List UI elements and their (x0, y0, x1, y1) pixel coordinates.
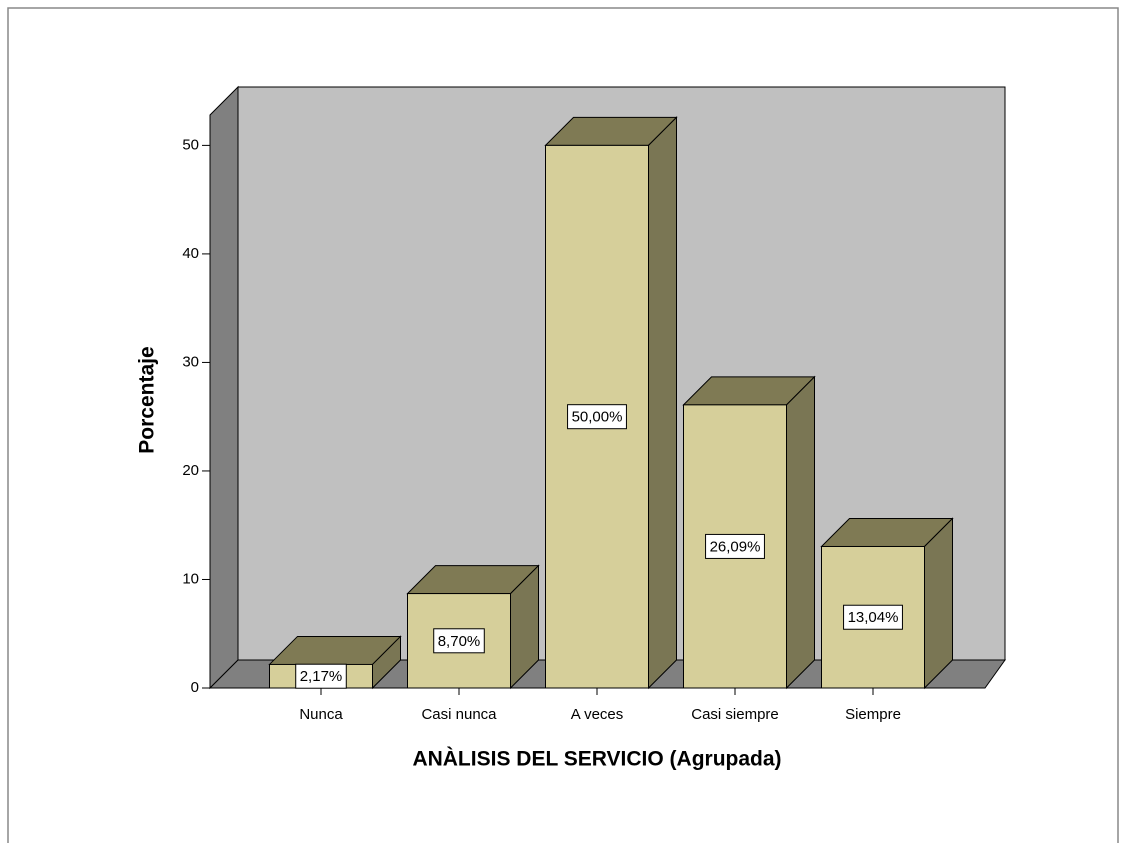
value-label: 26,09% (710, 538, 761, 555)
x-axis-title: ANÀLISIS DEL SERVICIO (Agrupada) (412, 748, 781, 771)
value-label: 8,70% (438, 633, 481, 650)
side-wall (209, 85, 239, 690)
value-label-box (433, 628, 485, 654)
y-tick-label: 10 (182, 570, 199, 587)
bar-side (786, 375, 815, 690)
value-label: 2,17% (300, 668, 343, 685)
bar-side (924, 517, 953, 690)
y-tick-label: 0 (191, 679, 199, 696)
x-tick-label: Nunca (299, 706, 343, 723)
value-label-box (295, 663, 347, 689)
frame (7, 7, 1119, 843)
x-tick-label: Siempre (845, 706, 901, 723)
bar (683, 404, 787, 689)
value-label-box (705, 533, 765, 559)
y-tick-label: 30 (182, 353, 199, 370)
value-label: 50,00% (572, 409, 623, 426)
x-tick-label: A veces (571, 706, 624, 723)
y-tick-label: 50 (182, 136, 199, 153)
x-tick-label: Casi siempre (691, 706, 779, 723)
value-label-box (567, 404, 627, 430)
y-tick-label: 20 (182, 462, 199, 479)
y-tick-label: 40 (182, 245, 199, 262)
bar-side (648, 116, 677, 690)
x-tick-label: Casi nunca (421, 706, 497, 723)
y-axis-title: Porcentaje (136, 346, 159, 453)
value-label-box (843, 604, 903, 630)
value-label: 13,04% (848, 609, 899, 626)
